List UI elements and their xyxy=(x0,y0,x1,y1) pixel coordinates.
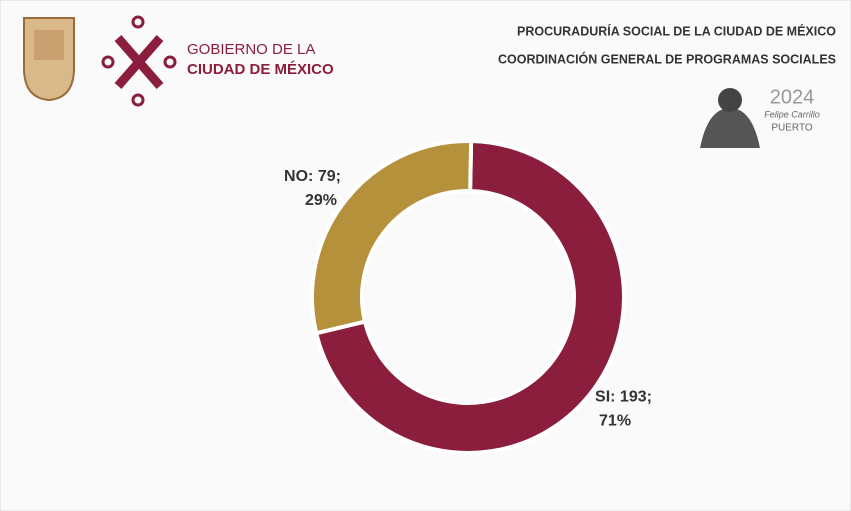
data-label: SI: 193; xyxy=(595,389,652,406)
year-name: Felipe Carrillo xyxy=(764,109,820,119)
header-title: COORDINACIÓN GENERAL DE PROGRAMAS SOCIAL… xyxy=(498,51,836,66)
year: 2024 xyxy=(770,86,815,108)
coat-of-arms xyxy=(24,18,74,100)
header-title: PROCURADURÍA SOCIAL DE LA CIUDAD DE MÉXI… xyxy=(517,23,836,38)
data-label: 71% xyxy=(599,413,631,430)
data-label: 29% xyxy=(305,192,337,209)
year-name: PUERTO xyxy=(771,123,813,134)
data-label: NO: 79; xyxy=(284,168,341,185)
logo-text: GOBIERNO DE LA xyxy=(187,41,315,58)
logo-text: CIUDAD DE MÉXICO xyxy=(187,61,334,78)
slide: GOBIERNO DE LA CIUDAD DE MÉXICO PROCURAD… xyxy=(0,0,851,511)
